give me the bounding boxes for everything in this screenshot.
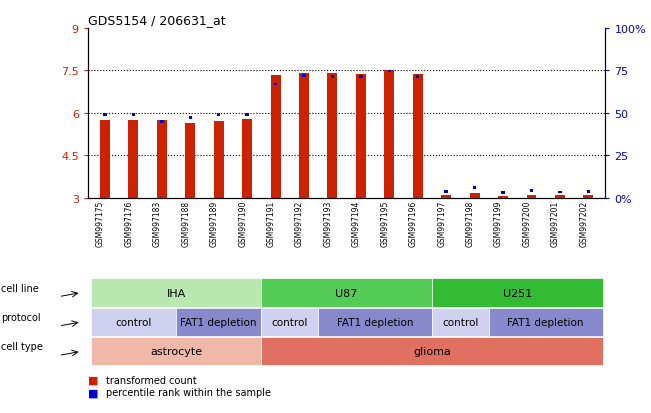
Text: cell line: cell line [1,283,38,293]
Text: GSM997175: GSM997175 [96,200,105,247]
Text: percentile rank within the sample: percentile rank within the sample [106,387,271,397]
Text: GSM997198: GSM997198 [465,200,475,247]
Bar [217,114,221,116]
Bar [530,190,533,192]
Bar [245,114,249,117]
Text: cell type: cell type [1,342,42,351]
Text: GSM997197: GSM997197 [437,200,446,247]
Bar [302,75,306,78]
Bar [416,76,419,79]
Bar [441,196,451,198]
Text: GDS5154 / 206631_at: GDS5154 / 206631_at [88,14,225,27]
Bar [189,116,192,119]
Text: GSM997200: GSM997200 [523,200,531,247]
Bar [214,122,224,198]
Bar [473,187,477,190]
Bar [555,196,565,198]
Bar [271,76,281,198]
Text: GSM997188: GSM997188 [181,200,190,246]
Text: transformed count: transformed count [106,375,197,385]
Text: control: control [115,317,152,327]
Text: IHA: IHA [167,288,186,298]
Bar [558,191,562,194]
Bar [501,192,505,195]
Bar [299,74,309,198]
Text: GSM997191: GSM997191 [266,200,275,247]
Text: control: control [442,317,478,327]
Text: control: control [271,317,308,327]
Text: GSM997189: GSM997189 [210,200,219,247]
Text: U87: U87 [335,288,358,298]
Bar [469,193,480,198]
Text: GSM997183: GSM997183 [153,200,162,247]
Bar [186,123,195,198]
Bar [583,195,593,198]
Text: GSM997202: GSM997202 [579,200,589,247]
Text: GSM997193: GSM997193 [324,200,333,247]
Text: FAT1 depletion: FAT1 depletion [180,317,257,327]
Bar [587,191,590,193]
Text: GSM997199: GSM997199 [494,200,503,247]
Text: U251: U251 [503,288,532,298]
Text: astrocyte: astrocyte [150,347,202,356]
Bar [331,76,334,79]
Text: glioma: glioma [413,347,451,356]
Text: FAT1 depletion: FAT1 depletion [508,317,584,327]
Bar [527,195,536,198]
Text: GSM997190: GSM997190 [238,200,247,247]
Bar [356,75,366,198]
Text: ■: ■ [88,387,98,397]
Bar [160,121,163,123]
Bar [274,83,277,86]
Bar [128,121,139,198]
Bar [359,76,363,79]
Bar [445,191,448,193]
Bar [157,121,167,198]
Text: GSM997176: GSM997176 [124,200,133,247]
Bar [132,114,135,116]
Text: GSM997201: GSM997201 [551,200,560,247]
Text: GSM997196: GSM997196 [409,200,418,247]
Text: GSM997195: GSM997195 [380,200,389,247]
Bar [100,121,110,198]
Text: ■: ■ [88,375,98,385]
Text: FAT1 depletion: FAT1 depletion [337,317,413,327]
Bar [387,70,391,73]
Text: GSM997194: GSM997194 [352,200,361,247]
Bar [242,119,252,198]
Bar [498,197,508,198]
Bar [413,75,422,198]
Bar [384,71,395,198]
Bar [104,114,107,116]
Bar [327,74,337,198]
Text: protocol: protocol [1,312,40,322]
Text: GSM997192: GSM997192 [295,200,304,247]
